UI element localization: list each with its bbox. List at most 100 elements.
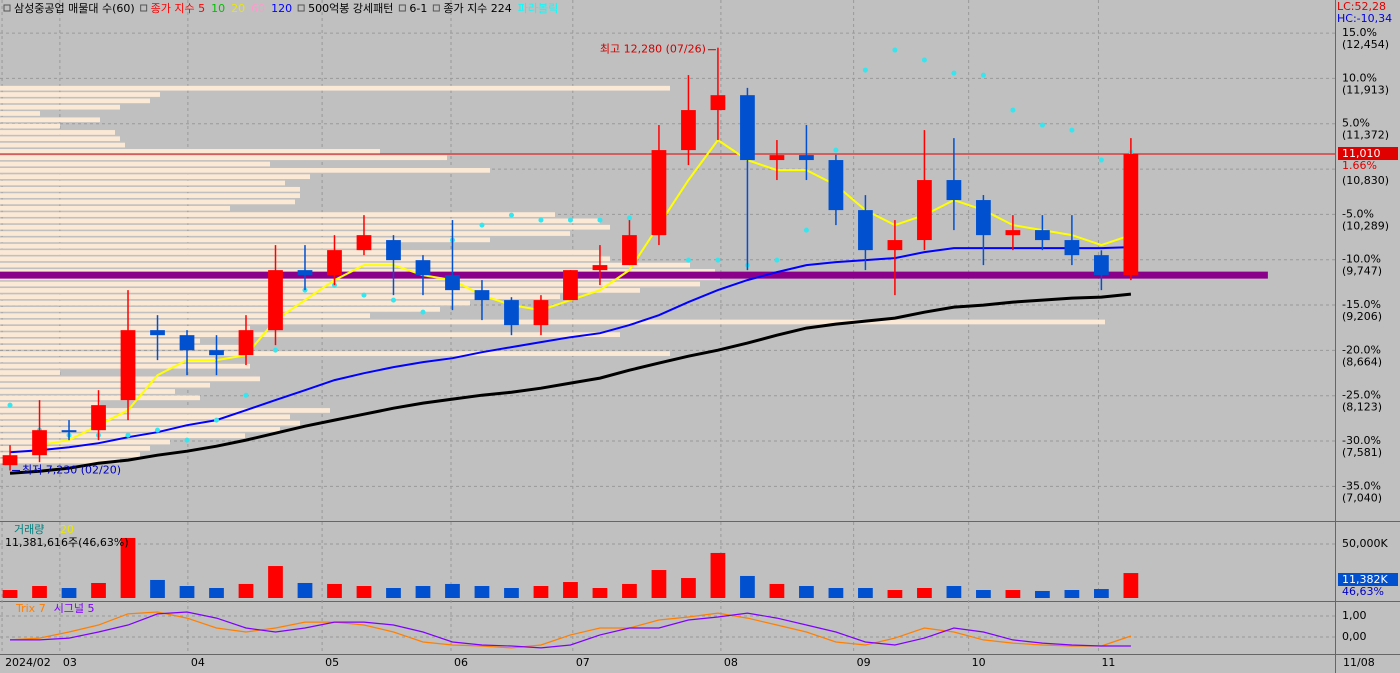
- volume-bar: [209, 587, 224, 598]
- volume-profile-bar: [0, 307, 440, 312]
- volume-bar: [120, 537, 136, 598]
- volume-bar: [445, 583, 460, 598]
- last-price-box: [1338, 147, 1398, 161]
- volume-profile-bar: [0, 281, 700, 287]
- sar-dot: [626, 215, 632, 221]
- sar-dot: [892, 47, 898, 53]
- sar-dot: [862, 67, 868, 73]
- candle-body: [976, 200, 991, 236]
- x-tick-label: 08: [724, 656, 738, 669]
- volume-profile-bar: [0, 212, 555, 217]
- volume-last-label: 11,382K: [1342, 573, 1388, 586]
- legend-icon: [398, 4, 406, 12]
- candle-body: [592, 265, 608, 271]
- sar-dot: [1069, 127, 1075, 133]
- volume-profile-bar: [0, 155, 447, 161]
- volume-profile-bar: [0, 237, 490, 243]
- moving-average: [9, 246, 1131, 454]
- y-tick-label: -10.0%: [1342, 253, 1381, 266]
- legend-entry: 시그널 5: [54, 602, 95, 615]
- candle-body: [386, 240, 401, 261]
- volume-profile-bar: [0, 408, 330, 413]
- candle-body: [1035, 230, 1050, 241]
- y-tick-label: -5.0%: [1342, 207, 1374, 220]
- candle-body: [268, 270, 283, 331]
- candle-body: [887, 240, 903, 251]
- x-tick-label: 07: [576, 656, 590, 669]
- sar-dot: [272, 347, 278, 353]
- volume-bar: [1123, 573, 1139, 598]
- y-tick-price: (9,206): [1342, 310, 1382, 323]
- volume-profile-bar: [0, 452, 140, 458]
- candle-body: [61, 430, 77, 433]
- y-tick-label: 15.0%: [1342, 26, 1377, 39]
- legend-icon: [297, 4, 305, 12]
- x-tick-label: 03: [63, 656, 77, 669]
- trix-line: [9, 611, 1132, 649]
- legend-entry: 파라볼릭: [518, 2, 558, 15]
- volume-bar: [799, 586, 814, 598]
- sar-dot: [538, 217, 544, 223]
- volume-profile-bar: [0, 224, 610, 230]
- volume-profile-bar: [0, 332, 620, 337]
- y-tick-price: (7,040): [1342, 491, 1382, 504]
- volume-profile-bar: [0, 427, 280, 432]
- candle-body: [563, 270, 578, 301]
- y-tick-label: 0,00: [1342, 630, 1367, 643]
- volume-info: 11,381,616주(46,63%): [5, 536, 129, 549]
- volume-bar: [1005, 590, 1021, 598]
- candle-body: [150, 330, 165, 336]
- candle-body: [445, 275, 460, 291]
- volume-bar: [327, 583, 342, 598]
- x-tick-label: 04: [191, 656, 205, 669]
- volume-bar: [150, 579, 165, 598]
- volume-bar: [533, 586, 549, 598]
- volume-profile-bar: [0, 123, 60, 129]
- volume-profile-bar: [0, 269, 715, 274]
- y-tick-price: (10,830): [1342, 174, 1389, 187]
- y-tick-price: (8,664): [1342, 355, 1382, 368]
- hc-label: HC:-10,34: [1337, 12, 1392, 25]
- legend-entry: 500억봉 강세패턴: [308, 2, 393, 15]
- y-tick-label: -15.0%: [1342, 298, 1381, 311]
- volume-bar: [828, 587, 844, 598]
- y-tick-price: (12,454): [1342, 38, 1389, 51]
- volume-profile-bar: [0, 199, 295, 205]
- legend-icon: [432, 4, 440, 12]
- candle-body: [209, 350, 224, 356]
- volume-profile-bar: [0, 149, 380, 154]
- sar-dot: [243, 392, 249, 398]
- volume-bar: [592, 587, 608, 598]
- sar-dot: [508, 212, 514, 218]
- candle-body: [710, 95, 726, 111]
- candle-body: [533, 300, 549, 326]
- y-tick-label: -20.0%: [1342, 343, 1381, 356]
- legend-entry: Trix 7: [15, 602, 46, 615]
- x-tick-label: 11: [1101, 656, 1115, 669]
- volume-profile-bar: [0, 414, 290, 420]
- volume-profile-bar: [0, 231, 570, 236]
- volume-profile-bar: [0, 174, 310, 180]
- volume-title: 거래량: [14, 523, 44, 536]
- volume-profile-bar: [0, 111, 40, 116]
- volume-bar: [651, 570, 667, 598]
- sar-dot: [420, 309, 426, 315]
- candle-body: [1094, 255, 1109, 276]
- volume-profile-bar: [0, 218, 600, 224]
- volume-profile-bar: [0, 338, 200, 344]
- candle-body: [297, 270, 313, 276]
- candle-body: [1005, 230, 1021, 236]
- sar-dot: [214, 417, 220, 423]
- volume-profile-bar: [0, 458, 120, 464]
- y-tick-label: -25.0%: [1342, 389, 1381, 402]
- y-tick-price: (7,581): [1342, 446, 1382, 459]
- candle-body: [179, 335, 195, 351]
- volume-bar: [474, 586, 490, 598]
- x-tick-label: 05: [325, 656, 339, 669]
- sar-dot: [7, 402, 13, 408]
- volume-profile-bar: [0, 85, 670, 91]
- volume-bar: [622, 583, 637, 598]
- annotation: 최고 12,280 (07/26): [600, 43, 706, 56]
